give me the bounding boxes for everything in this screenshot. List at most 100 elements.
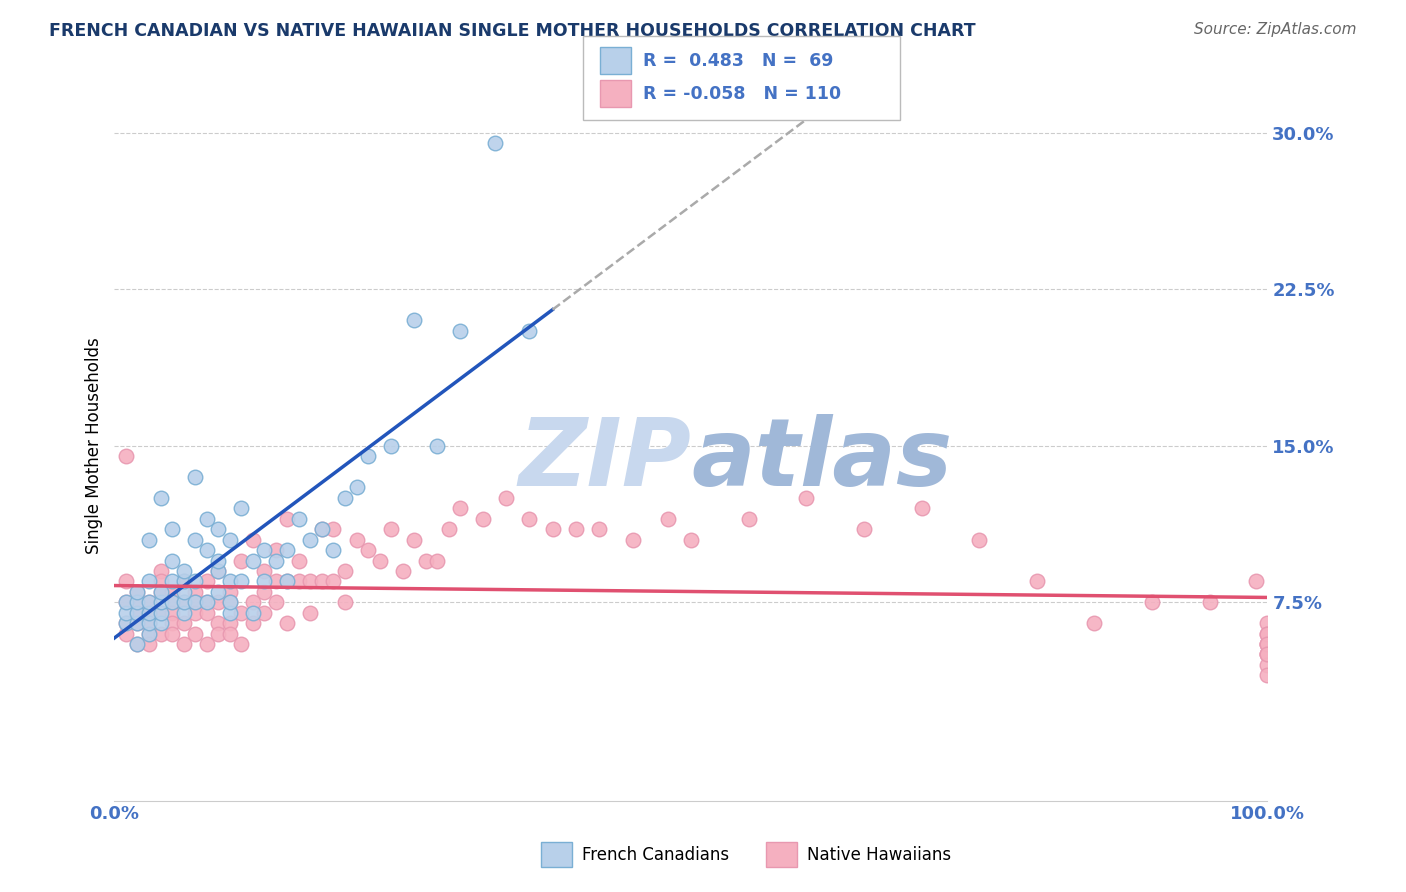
Point — [264, 543, 287, 558]
Point — [127, 606, 149, 620]
Point — [415, 553, 437, 567]
Point — [127, 595, 149, 609]
Point — [184, 585, 207, 599]
Point — [404, 313, 426, 327]
Point — [138, 595, 160, 609]
Point — [299, 606, 322, 620]
Text: FRENCH CANADIAN VS NATIVE HAWAIIAN SINGLE MOTHER HOUSEHOLDS CORRELATION CHART: FRENCH CANADIAN VS NATIVE HAWAIIAN SINGL… — [49, 22, 976, 40]
Point — [253, 606, 276, 620]
Point — [426, 439, 449, 453]
Point — [207, 553, 229, 567]
Point — [184, 533, 207, 547]
Point — [1244, 574, 1267, 589]
Point — [621, 533, 644, 547]
Point — [276, 574, 298, 589]
Point — [288, 574, 311, 589]
Point — [449, 324, 471, 338]
Text: atlas: atlas — [690, 414, 952, 506]
Point — [115, 626, 138, 640]
Point — [357, 543, 380, 558]
Y-axis label: Single Mother Households: Single Mother Households — [86, 337, 103, 554]
Point — [127, 606, 149, 620]
Point — [138, 533, 160, 547]
Point — [160, 606, 183, 620]
Point — [138, 616, 160, 631]
Point — [173, 585, 195, 599]
Point — [231, 501, 253, 516]
Point — [1083, 616, 1105, 631]
Point — [242, 533, 264, 547]
Point — [1256, 648, 1278, 662]
Point — [368, 553, 391, 567]
Point — [115, 606, 138, 620]
Point — [276, 616, 298, 631]
Point — [160, 585, 183, 599]
Point — [380, 522, 402, 536]
Point — [519, 324, 541, 338]
Point — [160, 574, 183, 589]
Point — [218, 626, 240, 640]
Point — [160, 595, 183, 609]
Point — [149, 606, 172, 620]
Point — [242, 606, 264, 620]
Point — [184, 595, 207, 609]
Point — [264, 553, 287, 567]
Point — [207, 595, 229, 609]
Point — [288, 553, 311, 567]
Point — [264, 574, 287, 589]
Text: R = -0.058   N = 110: R = -0.058 N = 110 — [643, 85, 841, 103]
Point — [173, 595, 195, 609]
Point — [253, 585, 276, 599]
Point — [207, 585, 229, 599]
Point — [127, 616, 149, 631]
Point — [195, 595, 218, 609]
Point — [138, 637, 160, 651]
Point — [160, 616, 183, 631]
Point — [127, 637, 149, 651]
Point — [115, 595, 138, 609]
Point — [138, 626, 160, 640]
Point — [737, 512, 759, 526]
Point — [115, 574, 138, 589]
Point — [173, 574, 195, 589]
Point — [484, 136, 506, 150]
Point — [1256, 626, 1278, 640]
Point — [346, 533, 368, 547]
Point — [218, 585, 240, 599]
Point — [218, 595, 240, 609]
Point — [1256, 637, 1278, 651]
Point — [207, 626, 229, 640]
Point — [1140, 595, 1163, 609]
Point — [311, 522, 333, 536]
Point — [115, 449, 138, 463]
Point — [195, 543, 218, 558]
Point — [380, 439, 402, 453]
Point — [138, 606, 160, 620]
Point — [195, 595, 218, 609]
Point — [149, 595, 172, 609]
Point — [195, 512, 218, 526]
Point — [1256, 657, 1278, 672]
Point — [207, 616, 229, 631]
Point — [173, 574, 195, 589]
Point — [1256, 648, 1278, 662]
Point — [1256, 637, 1278, 651]
Point — [322, 522, 344, 536]
Point — [426, 553, 449, 567]
Point — [138, 606, 160, 620]
Point — [357, 449, 380, 463]
Point — [288, 512, 311, 526]
Point — [115, 616, 138, 631]
Point — [253, 543, 276, 558]
Point — [333, 491, 356, 505]
Point — [231, 637, 253, 651]
Point — [322, 574, 344, 589]
Point — [276, 543, 298, 558]
Point — [391, 564, 413, 578]
Point — [218, 616, 240, 631]
Point — [207, 564, 229, 578]
Point — [657, 512, 679, 526]
Point — [472, 512, 495, 526]
Point — [322, 543, 344, 558]
Point — [1256, 648, 1278, 662]
